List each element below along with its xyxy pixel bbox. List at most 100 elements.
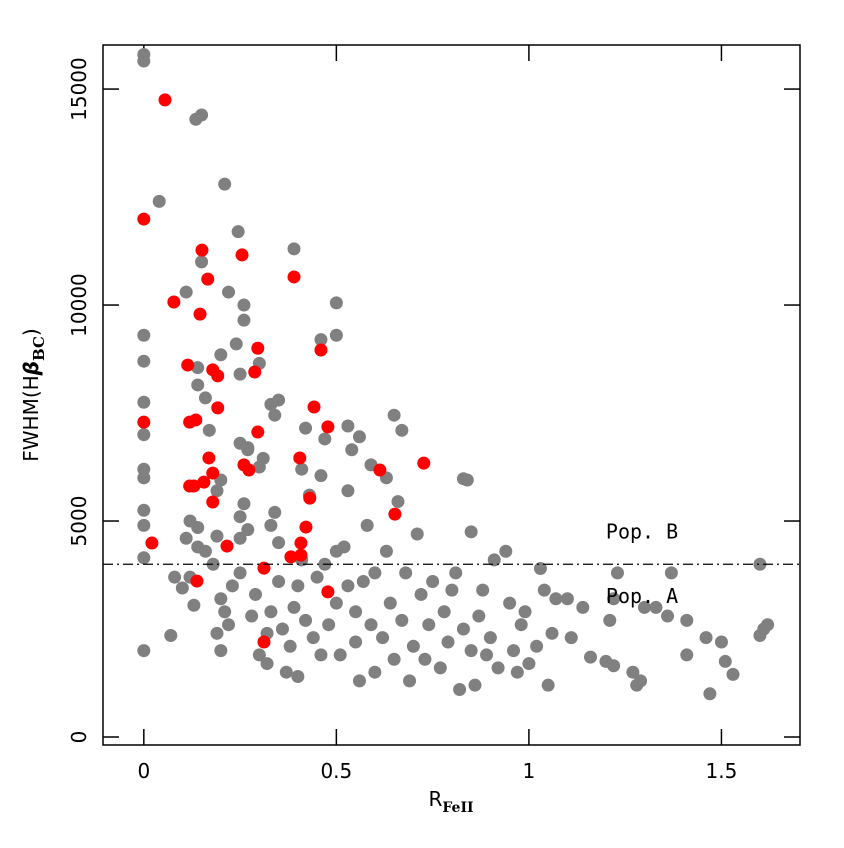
data-point: [329, 296, 343, 310]
annotation: Pop. A: [606, 584, 678, 608]
data-point: [406, 639, 420, 653]
data-point: [379, 544, 393, 558]
data-point: [518, 605, 532, 619]
data-point: [483, 631, 497, 645]
data-point: [264, 518, 278, 532]
data-point: [137, 551, 151, 565]
data-point: [287, 600, 301, 614]
data-point: [283, 639, 297, 653]
data-point: [533, 562, 547, 576]
data-point: [480, 648, 494, 662]
data-point: [453, 682, 467, 696]
data-point: [584, 650, 598, 664]
data-point: [376, 631, 390, 645]
data-point: [237, 298, 251, 312]
data-point: [341, 484, 355, 498]
data-point: [251, 341, 265, 355]
data-point: [137, 354, 151, 368]
data-point: [164, 628, 178, 642]
data-point: [272, 575, 286, 589]
data-point: [506, 644, 520, 658]
data-point: [307, 400, 321, 414]
data-point: [237, 497, 251, 511]
data-point: [306, 631, 320, 645]
data-point: [329, 328, 343, 342]
data-point: [137, 395, 151, 409]
data-point: [399, 566, 413, 580]
data-point: [167, 295, 181, 309]
data-point: [387, 408, 401, 422]
data-point: [268, 505, 282, 519]
data-point: [356, 575, 370, 589]
y-label-main: FWHM(H: [19, 375, 43, 461]
data-point: [299, 421, 313, 435]
data-point: [137, 328, 151, 342]
data-point: [229, 337, 243, 351]
data-point: [341, 419, 355, 433]
data-point: [202, 423, 216, 437]
data-point: [201, 272, 215, 286]
data-point: [206, 466, 220, 480]
data-point: [537, 583, 551, 597]
data-point: [195, 243, 209, 257]
data-point: [718, 654, 732, 668]
y-label-end: ): [19, 328, 43, 336]
data-point: [210, 529, 224, 543]
y-tick-label: 10000: [67, 273, 91, 337]
data-point: [242, 463, 256, 477]
data-point: [368, 665, 382, 679]
data-point: [187, 598, 201, 612]
data-point: [237, 313, 251, 327]
data-point: [310, 570, 324, 584]
data-point: [564, 631, 578, 645]
data-point: [318, 432, 332, 446]
data-point: [576, 600, 590, 614]
data-point: [626, 665, 640, 679]
data-point: [703, 687, 717, 701]
data-point: [175, 581, 189, 595]
data-point: [206, 495, 220, 509]
data-point: [257, 635, 271, 649]
data-point: [634, 674, 648, 688]
data-point: [248, 365, 262, 379]
data-point: [137, 503, 151, 517]
y-tick-label: 15000: [67, 57, 91, 121]
annotation: Pop. B: [606, 519, 678, 543]
data-point: [637, 600, 651, 614]
data-point: [699, 631, 713, 645]
data-point: [295, 462, 309, 476]
data-point: [210, 626, 224, 640]
data-point: [337, 540, 351, 554]
data-point: [503, 596, 517, 610]
data-point: [225, 579, 239, 593]
data-point: [251, 425, 265, 439]
data-point: [410, 527, 424, 541]
data-point: [426, 575, 440, 589]
data-point: [195, 108, 209, 122]
data-point: [341, 579, 355, 593]
data-point: [321, 585, 335, 599]
data-point: [152, 194, 166, 208]
data-point: [293, 451, 307, 465]
data-point: [158, 93, 172, 107]
data-point: [726, 667, 740, 681]
plot-frame: [102, 44, 801, 746]
data-point: [545, 626, 559, 640]
data-point: [322, 618, 336, 632]
data-point: [680, 613, 694, 627]
data-point: [211, 401, 225, 415]
data-point: [388, 507, 402, 521]
data-point: [198, 544, 212, 558]
data-point: [761, 618, 775, 632]
data-point: [137, 644, 151, 658]
data-point: [522, 657, 536, 671]
data-point: [476, 583, 490, 597]
data-point: [714, 635, 728, 649]
data-point: [214, 592, 228, 606]
x-axis-label: RFeII: [428, 787, 473, 816]
data-point: [198, 391, 212, 405]
data-point: [314, 469, 328, 483]
y-label-greek: β: [19, 361, 43, 376]
data-point: [179, 531, 193, 545]
